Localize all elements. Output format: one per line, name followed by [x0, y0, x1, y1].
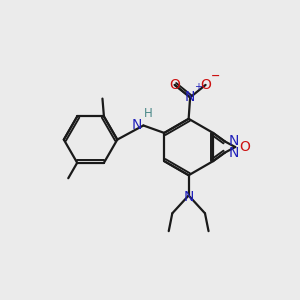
- Text: +: +: [194, 82, 202, 92]
- Text: N: N: [131, 118, 142, 133]
- Text: O: O: [169, 78, 180, 92]
- Text: O: O: [200, 78, 211, 92]
- Text: N: N: [229, 146, 239, 160]
- Text: N: N: [184, 190, 194, 204]
- Text: −: −: [211, 71, 220, 81]
- Text: N: N: [229, 134, 239, 148]
- Text: N: N: [185, 90, 195, 104]
- Text: H: H: [143, 107, 152, 120]
- Text: O: O: [239, 140, 250, 154]
